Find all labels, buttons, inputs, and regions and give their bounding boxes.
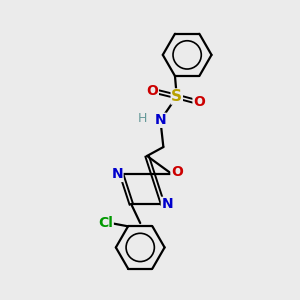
Text: Cl: Cl xyxy=(98,216,113,230)
Text: N: N xyxy=(161,197,173,211)
Text: H: H xyxy=(138,112,147,125)
Text: N: N xyxy=(111,167,123,182)
Text: N: N xyxy=(154,113,166,127)
Text: O: O xyxy=(146,84,158,98)
Text: O: O xyxy=(171,165,183,179)
Text: S: S xyxy=(171,89,182,104)
Text: O: O xyxy=(193,95,205,110)
